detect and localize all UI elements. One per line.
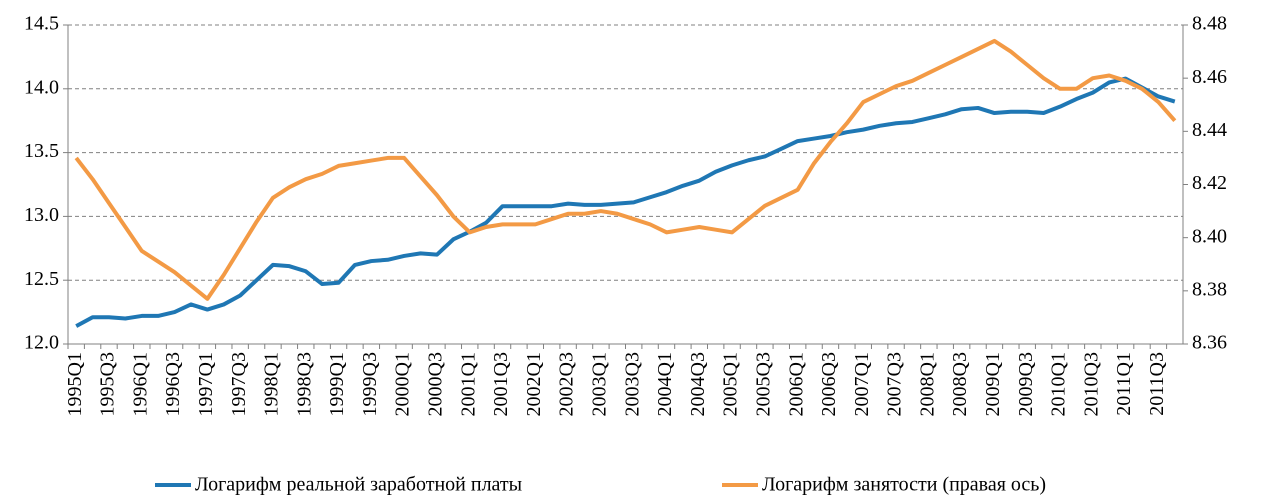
x-tick-label: 2011Q3 [1146,352,1168,416]
x-tick-label: 2010Q1 [1048,352,1070,416]
y2-tick-label: 8.46 [1192,66,1227,88]
legend-label: Логарифм занятости (правая ось) [762,474,1046,496]
x-tick-label: 1996Q1 [129,352,151,416]
x-tick-label: 2009Q1 [982,352,1004,416]
x-tick-label: 2004Q1 [654,352,676,416]
y-tick-label: 13.0 [24,204,59,226]
x-tick-label: 2000Q1 [392,352,414,416]
x-tick-label: 1997Q3 [228,352,250,416]
y-tick-label: 12.5 [24,268,59,290]
x-tick-label: 1997Q1 [195,352,217,416]
y2-tick-label: 8.42 [1192,172,1227,194]
y-tick-label: 14.5 [24,13,59,35]
x-tick-label: 2010Q3 [1080,352,1102,416]
y-tick-label: 13.5 [24,140,59,162]
legend-label: Логарифм реальной заработной платы [195,474,522,496]
y-tick-label: 14.0 [24,76,59,98]
x-tick-label: 2006Q1 [785,352,807,416]
y2-tick-label: 8.48 [1192,13,1227,35]
y2-tick-label: 8.36 [1192,332,1227,354]
x-tick-label: 2008Q1 [916,352,938,416]
x-tick-label: 2008Q3 [949,352,971,416]
x-tick-label: 2000Q3 [425,352,447,416]
x-tick-label: 2004Q3 [687,352,709,416]
x-tick-label: 2005Q1 [720,352,742,416]
y2-tick-label: 8.38 [1192,278,1227,300]
x-tick-label: 2006Q3 [818,352,840,416]
x-tick-label: 1998Q3 [293,352,315,416]
x-tick-label: 2001Q3 [490,352,512,416]
x-tick-label: 1999Q3 [359,352,381,416]
series-line [75,76,1176,328]
x-tick-label: 1999Q1 [326,352,348,416]
x-tick-label: 2007Q1 [851,352,873,416]
x-tick-label: 1996Q3 [162,352,184,416]
x-tick-label: 1998Q1 [261,352,283,416]
x-tick-label: 1995Q3 [97,352,119,416]
x-tick-label: 2005Q3 [752,352,774,416]
x-tick-label: 2002Q1 [523,352,545,416]
x-tick-label: 1995Q1 [64,352,86,416]
series-line [74,38,1177,301]
y-tick-label: 12.0 [24,332,59,354]
x-tick-label: 2003Q3 [621,352,643,416]
x-tick-label: 2011Q1 [1113,352,1135,416]
x-tick-label: 2001Q1 [457,352,479,416]
x-tick-label: 2007Q3 [884,352,906,416]
x-tick-label: 2003Q1 [588,352,610,416]
y2-tick-label: 8.40 [1192,225,1227,247]
x-tick-label: 2009Q3 [1015,352,1037,416]
y2-tick-label: 8.44 [1192,119,1227,141]
x-tick-label: 2002Q3 [556,352,578,416]
